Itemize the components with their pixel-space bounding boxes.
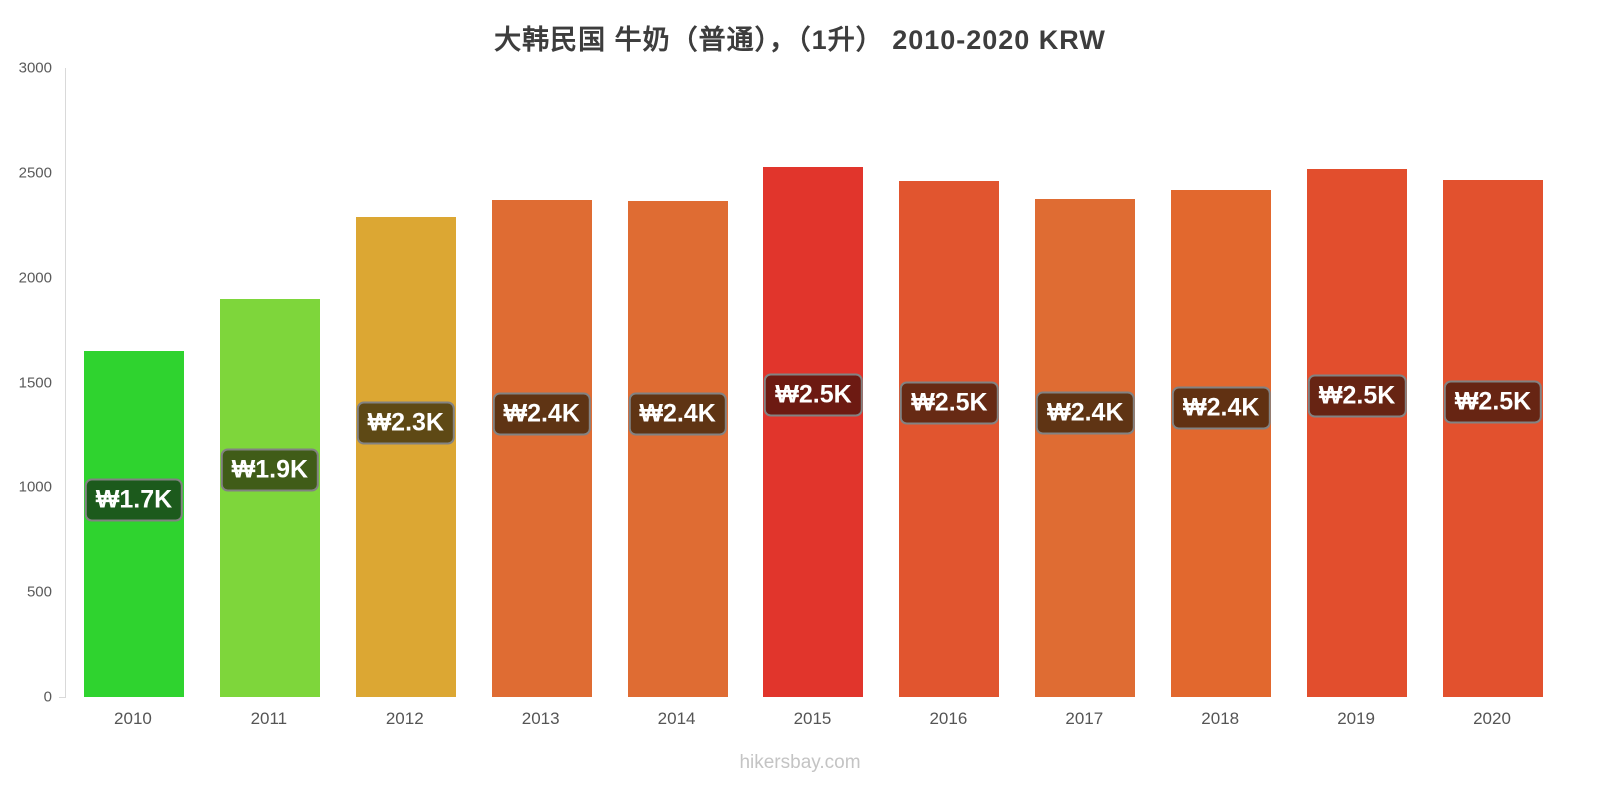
y-tick-label: 2500: [18, 164, 52, 182]
bar-2010: ₩1.7K: [83, 351, 184, 697]
bar-value-label-2018: ₩2.4K: [1172, 386, 1271, 430]
x-tick-label-2014: 2014: [657, 709, 696, 728]
bar-value-label-2020: ₩2.5K: [1443, 380, 1543, 424]
x-tick-label-2018: 2018: [1201, 709, 1240, 728]
bar-value-label-2014: ₩2.4K: [628, 392, 727, 436]
x-tick-label-2012: 2012: [385, 709, 424, 728]
bar-2015: ₩2.5K: [763, 166, 864, 697]
watermark: hikersbay.com: [739, 752, 861, 773]
chart-title: 大韩民国 牛奶（普通），（1升） 2010-2020 KRW: [494, 25, 1106, 55]
bar-value-label-2012: ₩2.3K: [356, 401, 455, 445]
bar-slot-2019: ₩2.5K: [1289, 68, 1425, 697]
bar-slot-2018: ₩2.4K: [1153, 68, 1289, 697]
x-axis-labels: 2010 2011 2012 2013 2014 2015 2016 2017 2018 2019…: [65, 709, 1560, 729]
bars-container: ₩1.7K ₩1.9K ₩2.3K ₩2.4K ₩2.4K ₩2.5K ₩2.5K ₩2.4K…: [66, 68, 1561, 697]
x-tick-label-2013: 2013: [521, 709, 560, 728]
x-tick-label-2019: 2019: [1337, 709, 1376, 728]
bar-slot-2011: ₩1.9K: [202, 68, 338, 697]
bar-2012: ₩2.3K: [355, 216, 456, 697]
bar-value-label-2011: ₩1.9K: [220, 448, 320, 492]
bar-2020: ₩2.5K: [1443, 180, 1544, 697]
x-tick-label-2010: 2010: [114, 709, 152, 728]
bar-2014: ₩2.4K: [627, 201, 728, 697]
bar-2018: ₩2.4K: [1171, 189, 1272, 697]
bar-value-label-2019: ₩2.5K: [1307, 374, 1407, 418]
bar-slot-2014: ₩2.4K: [610, 68, 746, 697]
bar-2011: ₩1.9K: [219, 298, 320, 697]
y-tick-label: 3000: [18, 59, 52, 77]
bar-slot-2012: ₩2.3K: [338, 68, 474, 697]
bar-slot-2016: ₩2.5K: [881, 68, 1017, 697]
bar-2017: ₩2.4K: [1035, 199, 1136, 697]
bar-value-label-2010: ₩1.7K: [84, 478, 184, 522]
y-tick-label: 1500: [18, 374, 52, 391]
y-tick-label: 2000: [18, 269, 52, 287]
bar-slot-2017: ₩2.4K: [1017, 68, 1153, 697]
bar-slot-2010: ₩1.7K: [66, 68, 202, 697]
bar-slot-2013: ₩2.4K: [474, 68, 610, 697]
y-tick-label: 1000: [18, 478, 52, 496]
x-tick-label-2015: 2015: [793, 709, 832, 728]
bar-value-label-2015: ₩2.5K: [764, 373, 863, 417]
y-tick-label: 500: [26, 583, 52, 601]
plot-area: ₩1.7K ₩1.9K ₩2.3K ₩2.4K ₩2.4K ₩2.5K ₩2.5K ₩2.4K…: [59, 68, 1561, 698]
bar-2019: ₩2.5K: [1307, 168, 1408, 697]
y-axis: 0 500 1000 1500 2000 2500 3000: [0, 60, 58, 706]
bar-value-label-2013: ₩2.4K: [492, 392, 591, 436]
y-tick-label: 0: [43, 688, 52, 706]
x-tick-label-2011: 2011: [250, 709, 288, 728]
bar-slot-2020: ₩2.5K: [1425, 68, 1561, 697]
bar-slot-2015: ₩2.5K: [746, 68, 882, 697]
bar-value-label-2017: ₩2.4K: [1036, 391, 1135, 435]
x-tick-label-2016: 2016: [929, 709, 968, 728]
x-tick-label-2017: 2017: [1065, 709, 1104, 728]
bar-2013: ₩2.4K: [491, 200, 592, 697]
x-tick-label-2020: 2020: [1473, 709, 1511, 728]
bar-2016: ₩2.5K: [899, 181, 1000, 697]
bar-value-label-2016: ₩2.5K: [900, 381, 999, 425]
